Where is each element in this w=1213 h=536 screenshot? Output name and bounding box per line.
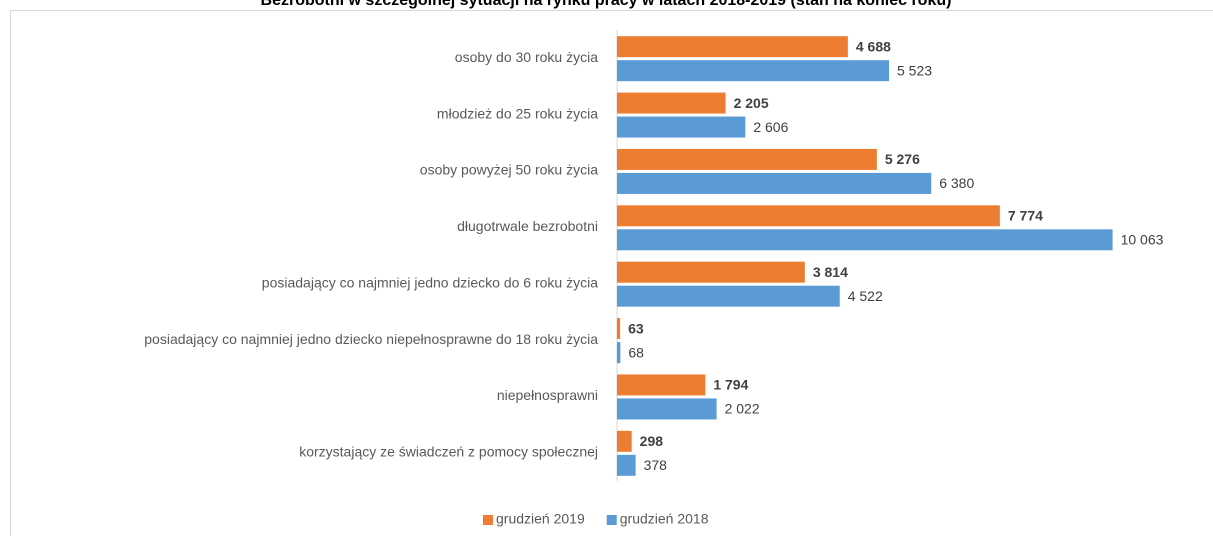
bar — [617, 342, 621, 364]
value-label: 4 688 — [856, 38, 891, 54]
category-label: niepełnosprawni — [497, 387, 598, 403]
value-label: 5 276 — [885, 151, 920, 167]
legend-swatch — [606, 515, 617, 525]
bar — [617, 172, 932, 194]
bar — [617, 116, 746, 138]
category-label: posiadający co najmniej jedno dziecko do… — [262, 274, 598, 290]
legend-label: grudzień 2019 — [496, 511, 585, 527]
bar — [617, 398, 717, 420]
bar — [617, 148, 877, 170]
value-label: 6 380 — [939, 175, 974, 191]
category-label: osoby do 30 roku życia — [455, 49, 598, 65]
bar — [617, 229, 1113, 251]
bar — [617, 92, 726, 114]
value-label: 2 606 — [753, 119, 788, 135]
bar — [617, 285, 840, 307]
bar — [617, 261, 805, 283]
bar — [617, 430, 632, 452]
bar — [617, 36, 848, 58]
category-label: korzystający ze świadczeń z pomocy społe… — [299, 444, 598, 460]
legend-swatch — [483, 515, 493, 525]
legend-label: grudzień 2018 — [620, 511, 709, 527]
value-label: 4 522 — [848, 288, 883, 304]
value-label: 10 063 — [1121, 232, 1164, 248]
value-label: 7 774 — [1008, 208, 1043, 224]
value-label: 1 794 — [713, 377, 748, 393]
value-label: 2 022 — [725, 401, 760, 417]
value-label: 5 523 — [897, 62, 932, 78]
category-label: młodzież do 25 roku życia — [437, 105, 598, 121]
value-label: 298 — [640, 433, 664, 449]
category-label: posiadający co najmniej jedno dziecko ni… — [144, 331, 598, 347]
category-label: długotrwale bezrobotni — [457, 218, 598, 234]
value-label: 378 — [644, 457, 668, 473]
value-label: 63 — [628, 320, 644, 336]
category-label: osoby powyżej 50 roku życia — [420, 162, 598, 178]
bar — [617, 205, 1000, 227]
chart-title: Bezrobotni w szczególnej sytuacji na ryn… — [261, 0, 952, 9]
bar — [617, 374, 706, 396]
value-label: 68 — [628, 344, 644, 360]
bar — [617, 454, 636, 476]
bar — [617, 60, 890, 82]
value-label: 2 205 — [734, 95, 769, 111]
bar — [617, 318, 621, 340]
value-label: 3 814 — [813, 264, 848, 280]
chart-border — [10, 10, 1213, 536]
